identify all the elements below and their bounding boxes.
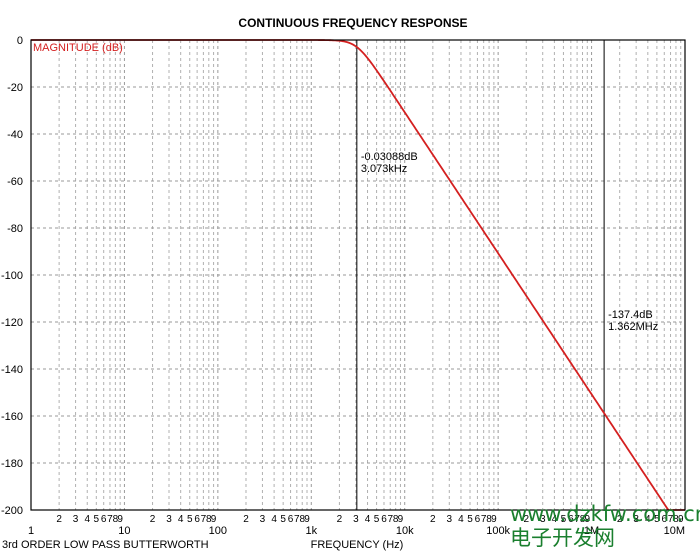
x-minor-tick-label: 4 [552, 514, 558, 525]
grid [31, 40, 685, 510]
x-minor-tick-label: 7 [481, 514, 487, 525]
x-minor-tick-label: 7 [107, 514, 113, 525]
x-tick-label: 10k [396, 525, 414, 537]
x-minor-tick-label: 5 [94, 514, 100, 525]
y-tick-label: 0 [17, 35, 23, 47]
x-minor-tick-label: 9 [585, 514, 591, 525]
x-minor-tick-label: 5 [561, 514, 567, 525]
x-minor-tick-label: 5 [374, 514, 380, 525]
y-tick-label: -200 [1, 505, 23, 517]
x-minor-tick-label: 2 [150, 514, 156, 525]
x-minor-tick-label: 7 [387, 514, 393, 525]
y-tick-label: -140 [1, 364, 23, 376]
annotation-frequency: 1.362MHz [608, 321, 658, 333]
x-minor-tick-label: 2 [523, 514, 529, 525]
x-tick-label: 1 [28, 525, 34, 537]
y-tick-label: -80 [7, 223, 23, 235]
x-minor-tick-label: 7 [201, 514, 207, 525]
x-minor-tick-label: 2 [243, 514, 249, 525]
x-minor-tick-label: 6 [101, 514, 107, 525]
x-minor-tick-label: 3 [166, 514, 172, 525]
x-tick-label: 100 [209, 525, 227, 537]
x-minor-tick-label: 8 [393, 514, 399, 525]
x-minor-tick-label: 8 [486, 514, 492, 525]
x-minor-tick-label: 4 [645, 514, 651, 525]
x-minor-tick-label: 8 [673, 514, 679, 525]
x-minor-tick-label: 9 [211, 514, 217, 525]
x-minor-tick-label: 2 [430, 514, 436, 525]
x-minor-tick-label: 5 [654, 514, 660, 525]
x-minor-tick-label: 5 [187, 514, 193, 525]
x-minor-tick-label: 3 [447, 514, 453, 525]
x-minor-tick-label: 8 [113, 514, 119, 525]
x-minor-tick-label: 2 [56, 514, 62, 525]
x-tick-label: 100k [486, 525, 510, 537]
x-minor-tick-label: 3 [73, 514, 79, 525]
x-minor-tick-label: 4 [271, 514, 277, 525]
y-tick-label: -20 [7, 82, 23, 94]
plot-frame [30, 39, 686, 511]
x-minor-tick-label: 7 [574, 514, 580, 525]
cursor-lines [356, 40, 605, 510]
x-minor-tick-label: 8 [580, 514, 586, 525]
caption: 3rd ORDER LOW PASS BUTTERWORTH [2, 539, 209, 551]
series-label: MAGNITUDE (dB) [33, 42, 123, 54]
x-minor-tick-label: 6 [381, 514, 387, 525]
x-minor-tick-label: 8 [299, 514, 305, 525]
y-tick-label: -160 [1, 411, 23, 423]
annotation-value: -137.4dB [608, 309, 653, 321]
x-tick-label: 10 [118, 525, 130, 537]
x-minor-tick-label: 7 [668, 514, 674, 525]
x-minor-tick-label: 3 [540, 514, 546, 525]
x-minor-tick-label: 3 [260, 514, 266, 525]
x-minor-tick-label: 9 [398, 514, 404, 525]
x-axis-label: FREQUENCY (Hz) [311, 539, 404, 551]
y-tick-labels: 0 -20 -40 -60 -80 -100 -120 -140 -160 -180 -200 [1, 35, 23, 517]
watermark-url: www.dzkfw.com.cn [510, 502, 700, 526]
x-minor-tick-label: 3 [633, 514, 639, 525]
x-minor-tick-label: 9 [491, 514, 497, 525]
x-minor-tick-label: 4 [458, 514, 464, 525]
x-minor-tick-label: 5 [467, 514, 473, 525]
x-minor-tick-label: 3 [353, 514, 359, 525]
x-minor-tick-label: 9 [678, 514, 684, 525]
x-minor-tick-label: 2 [617, 514, 623, 525]
x-minor-tick-label: 9 [117, 514, 123, 525]
watermark-cn: 电子开发网 [510, 526, 615, 550]
x-tick-label: 1k [305, 525, 317, 537]
x-tick-label: 1M [584, 525, 599, 537]
x-minor-tick-label: 6 [568, 514, 574, 525]
y-tick-label: -180 [1, 458, 23, 470]
x-minor-tick-label: 6 [661, 514, 667, 525]
annotation-value: -0.03088dB [361, 151, 418, 163]
x-minor-tick-label: 6 [194, 514, 200, 525]
y-tick-label: -120 [1, 317, 23, 329]
x-minor-tick-label: 8 [206, 514, 212, 525]
x-minor-tick-label: 5 [280, 514, 286, 525]
x-minor-tick-label: 6 [475, 514, 481, 525]
x-minor-tick-label: 2 [337, 514, 343, 525]
x-tick-label: 10M [664, 525, 685, 537]
y-tick-label: -100 [1, 270, 23, 282]
x-minor-tick-label: 6 [288, 514, 294, 525]
x-minor-tick-label: 4 [365, 514, 371, 525]
x-minor-tick-label: 7 [294, 514, 300, 525]
x-minor-tick-label: 4 [84, 514, 90, 525]
x-minor-tick-label: 9 [304, 514, 310, 525]
x-minor-tick-label: 4 [178, 514, 184, 525]
chart-title: CONTINUOUS FREQUENCY RESPONSE [238, 16, 467, 30]
y-tick-label: -40 [7, 129, 23, 141]
y-tick-label: -60 [7, 176, 23, 188]
annotation-frequency: 3.073kHz [361, 163, 407, 175]
